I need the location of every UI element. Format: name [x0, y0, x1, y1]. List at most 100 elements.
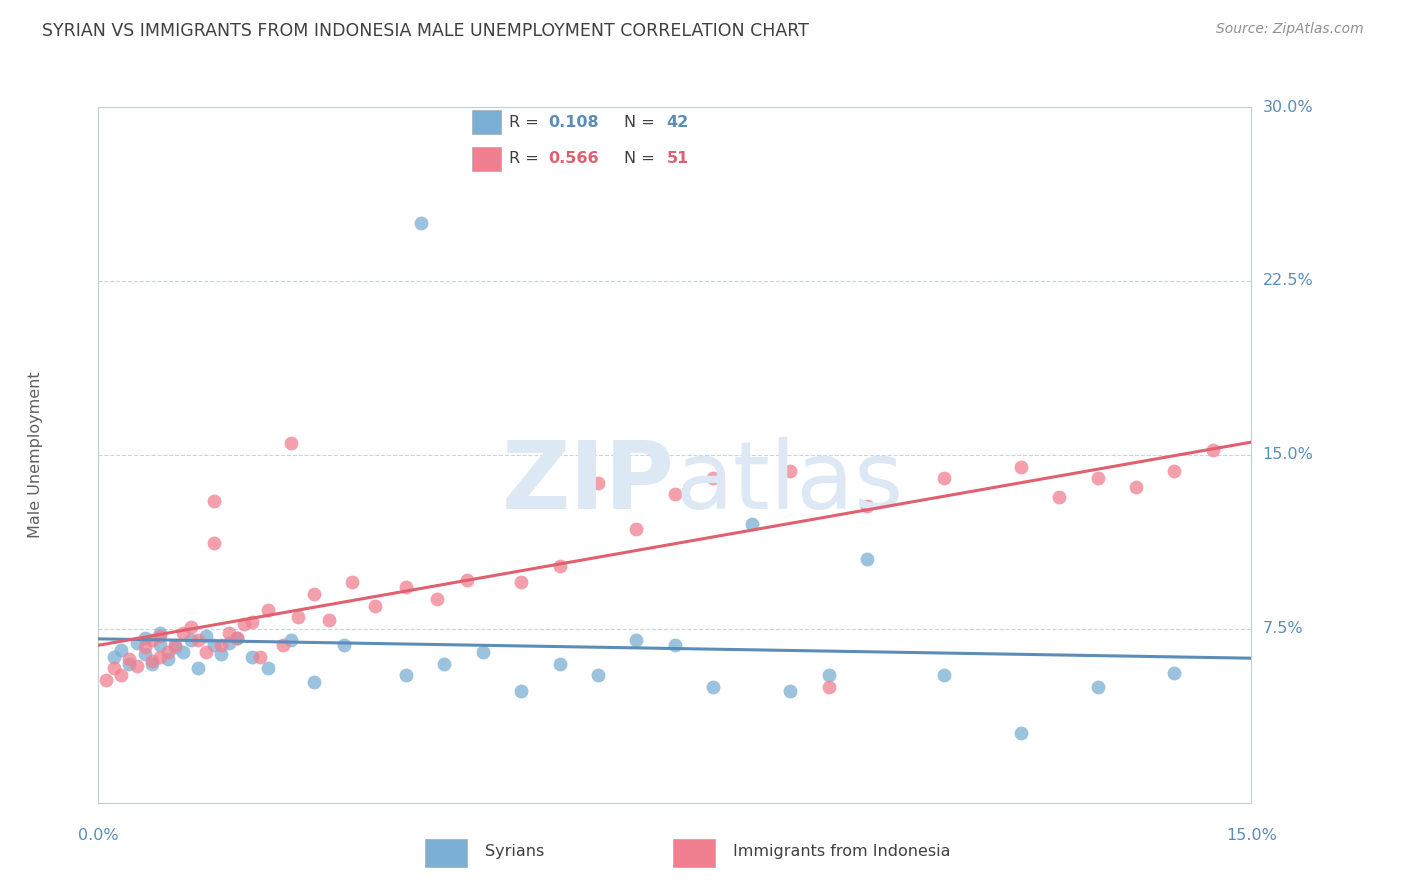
Text: 22.5%: 22.5% [1263, 274, 1313, 288]
Point [240, 615, 263, 629]
Point [1047, 490, 1070, 504]
Point [779, 464, 801, 478]
Text: 51: 51 [666, 151, 689, 166]
Point [110, 642, 132, 657]
Point [510, 684, 533, 698]
Point [172, 626, 194, 640]
Point [103, 661, 125, 675]
Point [195, 629, 218, 643]
Point [256, 603, 278, 617]
Text: N =: N = [624, 115, 661, 130]
Point [1087, 680, 1109, 694]
Point [149, 649, 172, 664]
FancyBboxPatch shape [472, 146, 501, 171]
Text: 0.566: 0.566 [548, 151, 599, 166]
Point [141, 657, 163, 671]
Point [1010, 726, 1032, 740]
Point [149, 626, 172, 640]
Point [94, 673, 117, 687]
Point [141, 654, 163, 668]
FancyBboxPatch shape [673, 838, 714, 867]
Point [141, 633, 163, 648]
Point [395, 668, 418, 682]
Point [280, 436, 302, 450]
Point [256, 661, 278, 675]
Point [180, 633, 202, 648]
Point [702, 680, 724, 694]
Point [118, 652, 141, 666]
Point [271, 638, 294, 652]
Point [626, 633, 648, 648]
Point [195, 645, 218, 659]
Point [134, 640, 156, 655]
Point [172, 645, 194, 659]
Point [510, 575, 533, 590]
Point [110, 668, 132, 682]
Point [202, 494, 225, 508]
Point [103, 649, 125, 664]
Text: Syrians: Syrians [485, 844, 544, 859]
Point [586, 668, 609, 682]
Text: R =: R = [509, 115, 544, 130]
Point [548, 657, 571, 671]
Point [932, 471, 955, 485]
Text: Source: ZipAtlas.com: Source: ZipAtlas.com [1216, 22, 1364, 37]
Point [1163, 464, 1185, 478]
Point [426, 591, 449, 606]
Text: 7.5%: 7.5% [1263, 622, 1303, 636]
Point [202, 638, 225, 652]
Point [856, 499, 879, 513]
Point [249, 649, 271, 664]
Text: 15.0%: 15.0% [1263, 448, 1313, 462]
Point [664, 487, 686, 501]
Point [149, 629, 172, 643]
Point [1163, 665, 1185, 680]
Point [586, 475, 609, 490]
Point [302, 675, 325, 690]
Point [149, 638, 172, 652]
Point [240, 649, 263, 664]
Point [456, 573, 478, 587]
Text: N =: N = [624, 151, 661, 166]
Point [333, 638, 356, 652]
Point [932, 668, 955, 682]
Point [187, 633, 209, 648]
Point [817, 668, 839, 682]
Point [340, 575, 363, 590]
Text: R =: R = [509, 151, 544, 166]
Point [433, 657, 456, 671]
Point [218, 626, 240, 640]
Point [156, 645, 179, 659]
Point [1087, 471, 1109, 485]
Point [741, 517, 763, 532]
Point [302, 587, 325, 601]
Point [134, 631, 156, 645]
Text: SYRIAN VS IMMIGRANTS FROM INDONESIA MALE UNEMPLOYMENT CORRELATION CHART: SYRIAN VS IMMIGRANTS FROM INDONESIA MALE… [42, 22, 808, 40]
Point [125, 636, 148, 650]
FancyBboxPatch shape [472, 111, 501, 135]
Point [856, 552, 879, 566]
Point [225, 631, 247, 645]
Point [280, 633, 302, 648]
Point [817, 680, 839, 694]
Point [779, 684, 801, 698]
Point [395, 580, 418, 594]
Point [125, 659, 148, 673]
Point [209, 648, 232, 662]
Point [548, 559, 571, 574]
Point [165, 638, 187, 652]
Point [165, 640, 187, 655]
Point [134, 648, 156, 662]
Point [471, 645, 494, 659]
Point [1125, 480, 1147, 494]
Point [411, 216, 433, 230]
Point [702, 471, 724, 485]
Point [626, 522, 648, 536]
Point [664, 638, 686, 652]
Point [209, 638, 232, 652]
Point [1010, 459, 1032, 474]
Text: Male Unemployment: Male Unemployment [28, 372, 42, 538]
Point [318, 613, 340, 627]
Text: 42: 42 [666, 115, 689, 130]
Text: Immigrants from Indonesia: Immigrants from Indonesia [733, 844, 950, 859]
